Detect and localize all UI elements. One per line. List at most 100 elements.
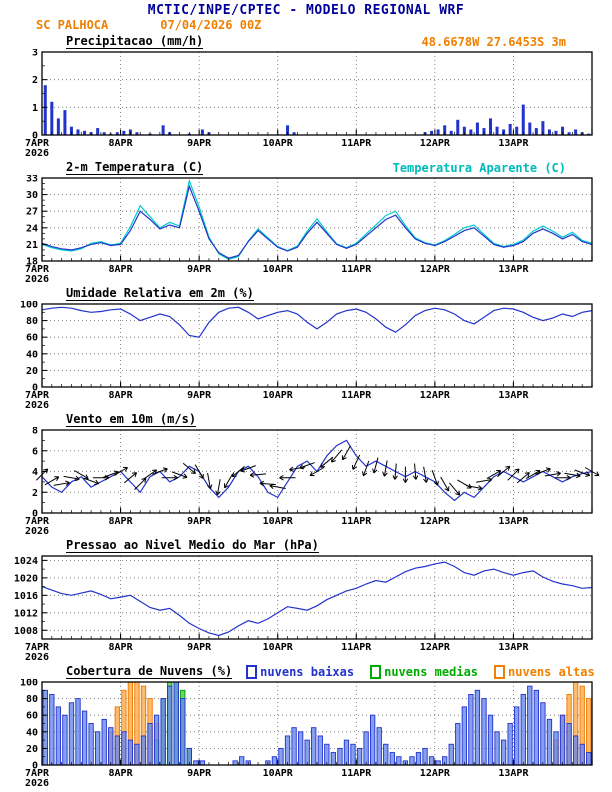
pressure-panel: Pressao ao Nivel Medio do Mar (hPa) 1008… [0,537,612,663]
panel-title-cloud-cover: Cobertura de Nuvens (%) [66,664,233,679]
svg-text:7APR: 7APR [25,768,50,779]
svg-text:11APR: 11APR [341,390,372,401]
svg-text:12APR: 12APR [420,264,451,275]
legend-label-nuvens-altas: nuvens altas [508,665,595,679]
svg-text:40: 40 [26,349,38,360]
svg-text:11APR: 11APR [341,264,372,275]
svg-text:1008: 1008 [14,626,38,637]
svg-text:27: 27 [26,207,38,218]
svg-text:2026: 2026 [25,778,49,789]
svg-text:2026: 2026 [25,526,49,537]
legend-label-nuvens-baixas: nuvens baixas [260,665,355,679]
svg-text:13APR: 13APR [498,264,529,275]
legend-label-nuvens-medias: nuvens medias [384,665,479,679]
low-clouds-legend-icon [246,665,258,679]
svg-text:2: 2 [32,488,38,499]
apparent-temperature-label: Temperatura Aparente (C) [392,161,566,175]
svg-text:9APR: 9APR [187,642,212,653]
run-datetime: 07/04/2026 00Z [160,18,262,32]
svg-text:11APR: 11APR [341,138,372,149]
svg-text:13APR: 13APR [498,138,529,149]
legend-item-nuvens-baixas: nuvens baixas [246,665,354,679]
svg-text:1012: 1012 [14,608,38,619]
svg-text:12APR: 12APR [420,138,451,149]
svg-text:12APR: 12APR [420,642,451,653]
svg-text:8APR: 8APR [109,768,134,779]
svg-text:7APR: 7APR [25,390,50,401]
svg-text:13APR: 13APR [498,390,529,401]
wind-panel: Vento em 10m (m/s) 0 2 4 6 8 7APR 2026 8APR 9APR… [0,411,612,537]
svg-text:9APR: 9APR [187,768,212,779]
svg-text:7APR: 7APR [25,138,50,149]
svg-text:60: 60 [26,711,38,722]
svg-text:8: 8 [32,427,38,437]
svg-text:4: 4 [32,467,38,478]
svg-text:3: 3 [32,49,38,59]
svg-text:9APR: 9APR [187,516,212,527]
svg-text:0: 0 [32,131,38,142]
humidity-panel: Umidade Relativa em 2m (%) 0 20 40 60 80 100 7… [0,285,612,411]
svg-text:0: 0 [32,761,38,772]
svg-text:2026: 2026 [25,148,49,159]
svg-text:80: 80 [26,316,38,327]
svg-text:2: 2 [32,75,38,86]
svg-text:1020: 1020 [14,573,38,584]
svg-text:100: 100 [20,301,38,311]
svg-text:10APR: 10APR [263,264,294,275]
svg-text:24: 24 [26,223,38,234]
svg-text:12APR: 12APR [420,390,451,401]
svg-text:1016: 1016 [14,591,38,602]
svg-text:11APR: 11APR [341,516,372,527]
svg-text:7APR: 7APR [25,516,50,527]
svg-text:1024: 1024 [14,556,38,567]
svg-text:0: 0 [32,383,38,394]
svg-text:8APR: 8APR [109,516,134,527]
svg-text:100: 100 [20,679,38,689]
svg-text:33: 33 [26,175,38,185]
svg-text:0: 0 [32,509,38,520]
svg-text:13APR: 13APR [498,642,529,653]
svg-text:13APR: 13APR [498,516,529,527]
header: MCTIC/INPE/CPTEC - MODELO REGIONAL WRF S… [0,0,612,33]
svg-text:13APR: 13APR [498,768,529,779]
svg-text:80: 80 [26,694,38,705]
svg-text:10APR: 10APR [263,516,294,527]
svg-text:12APR: 12APR [420,516,451,527]
panel-title-pressure: Pressao ao Nivel Medio do Mar (hPa) [66,538,319,553]
svg-text:10APR: 10APR [263,642,294,653]
temperature-panel: 2-m Temperatura (C) Temperatura Aparente… [0,159,612,285]
svg-text:8APR: 8APR [109,264,134,275]
svg-text:10APR: 10APR [263,138,294,149]
panel-title-precipitation: Precipitacao (mm/h) [66,34,204,49]
svg-text:30: 30 [26,190,38,201]
svg-text:10APR: 10APR [263,768,294,779]
station-name: SC PALHOCA [36,18,109,32]
svg-text:60: 60 [26,333,38,344]
panel-title-wind: Vento em 10m (m/s) [66,412,197,427]
svg-text:1: 1 [32,103,38,114]
cloud-cover-panel: Cobertura de Nuvens (%) nuvens baixas nu… [0,663,612,790]
precipitation-panel: Precipitacao (mm/h) 48.6678W 27.6453S 3m… [0,33,612,159]
page-title: MCTIC/INPE/CPTEC - MODELO REGIONAL WRF [147,3,465,18]
svg-text:9APR: 9APR [187,390,212,401]
svg-text:7APR: 7APR [25,264,50,275]
svg-text:20: 20 [26,366,38,377]
svg-text:2026: 2026 [25,652,49,663]
svg-text:8APR: 8APR [109,138,134,149]
legend-item-nuvens-medias: nuvens medias [370,665,478,679]
svg-text:11APR: 11APR [341,768,372,779]
svg-text:6: 6 [32,446,38,457]
svg-text:8APR: 8APR [109,642,134,653]
panel-title-temperature: 2-m Temperatura (C) [66,160,204,175]
svg-text:21: 21 [26,240,38,251]
svg-text:18: 18 [26,257,38,268]
svg-text:9APR: 9APR [187,138,212,149]
svg-text:40: 40 [26,727,38,738]
